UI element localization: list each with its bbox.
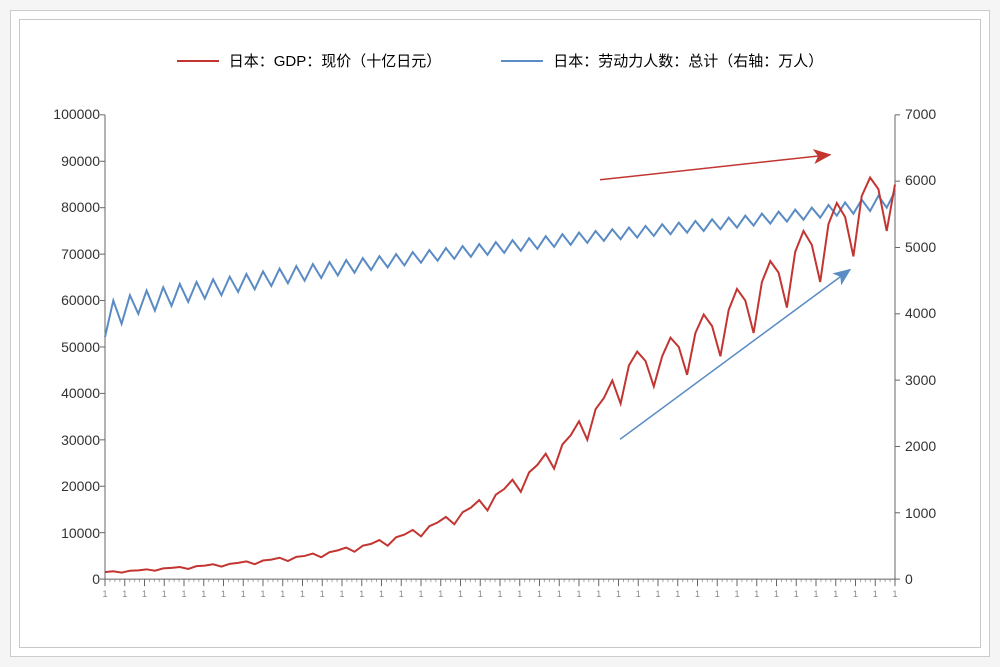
svg-text:1: 1 [339,589,344,599]
svg-text:1: 1 [794,589,799,599]
y-left-tick-label: 30000 [40,432,100,448]
y-right-tick-label: 7000 [905,106,965,122]
svg-text:1: 1 [122,589,127,599]
svg-text:1: 1 [813,589,818,599]
y-right-tick-label: 4000 [905,305,965,321]
y-left-tick-label: 10000 [40,525,100,541]
y-right-tick-label: 6000 [905,172,965,188]
svg-text:1: 1 [715,589,720,599]
svg-text:1: 1 [221,589,226,599]
y-right-tick-label: 1000 [905,505,965,521]
y-left-tick-label: 90000 [40,153,100,169]
y-left-tick-label: 20000 [40,478,100,494]
svg-text:1: 1 [892,589,897,599]
svg-text:1: 1 [833,589,838,599]
svg-text:1: 1 [438,589,443,599]
svg-text:1: 1 [734,589,739,599]
y-right-tick-label: 3000 [905,372,965,388]
svg-text:1: 1 [241,589,246,599]
svg-text:1: 1 [458,589,463,599]
plot-svg: 1 1 1 1 1 1 1 1 1 1 1 1 1 1 1 1 1 1 1 1 1 1 1 1 1 1 1 1 1 1 1 1 1 1 1 1 1 1 1 1… [20,20,980,647]
svg-text:1: 1 [517,589,522,599]
svg-text:1: 1 [537,589,542,599]
svg-text:1: 1 [576,589,581,599]
svg-text:1: 1 [320,589,325,599]
y-left-tick-label: 60000 [40,292,100,308]
svg-text:1: 1 [596,589,601,599]
svg-text:1: 1 [102,589,107,599]
svg-text:1: 1 [853,589,858,599]
svg-text:1: 1 [675,589,680,599]
svg-text:1: 1 [774,589,779,599]
svg-text:1: 1 [280,589,285,599]
svg-text:1: 1 [379,589,384,599]
svg-text:1: 1 [655,589,660,599]
y-left-tick-label: 70000 [40,246,100,262]
svg-text:1: 1 [142,589,147,599]
y-left-tick-label: 100000 [40,106,100,122]
y-left-tick-label: 80000 [40,199,100,215]
svg-text:1: 1 [181,589,186,599]
svg-text:1: 1 [478,589,483,599]
svg-text:1: 1 [300,589,305,599]
series-labor-line [105,191,895,337]
svg-text:1: 1 [201,589,206,599]
x-axis-ticks: 1 1 1 1 1 1 1 1 1 1 1 1 1 1 1 1 1 1 1 1 1 1 1 1 1 1 1 1 1 1 1 1 1 1 1 1 1 1 1 1… [102,579,897,599]
y-right-tick-label: 2000 [905,438,965,454]
y-right-axis-ticks [895,115,900,579]
y-left-axis-ticks [100,115,105,579]
y-right-tick-label: 0 [905,571,965,587]
y-left-tick-label: 50000 [40,339,100,355]
svg-text:1: 1 [162,589,167,599]
y-left-tick-label: 40000 [40,385,100,401]
chart-inner-frame: 日本：GDP：现价（十亿日元） 日本：劳动力人数：总计（右轴：万人） 11111… [19,19,981,648]
svg-text:1: 1 [359,589,364,599]
svg-text:1: 1 [873,589,878,599]
trend-arrow-red [600,155,830,180]
svg-text:1: 1 [616,589,621,599]
svg-text:1: 1 [557,589,562,599]
svg-text:1: 1 [418,589,423,599]
svg-text:1: 1 [636,589,641,599]
svg-text:1: 1 [754,589,759,599]
series-gdp-line [105,178,895,573]
y-right-tick-label: 5000 [905,239,965,255]
svg-text:1: 1 [497,589,502,599]
svg-text:1: 1 [399,589,404,599]
y-left-tick-label: 0 [40,571,100,587]
svg-text:1: 1 [260,589,265,599]
svg-text:1: 1 [695,589,700,599]
chart-outer-frame: 日本：GDP：现价（十亿日元） 日本：劳动力人数：总计（右轴：万人） 11111… [10,10,990,657]
